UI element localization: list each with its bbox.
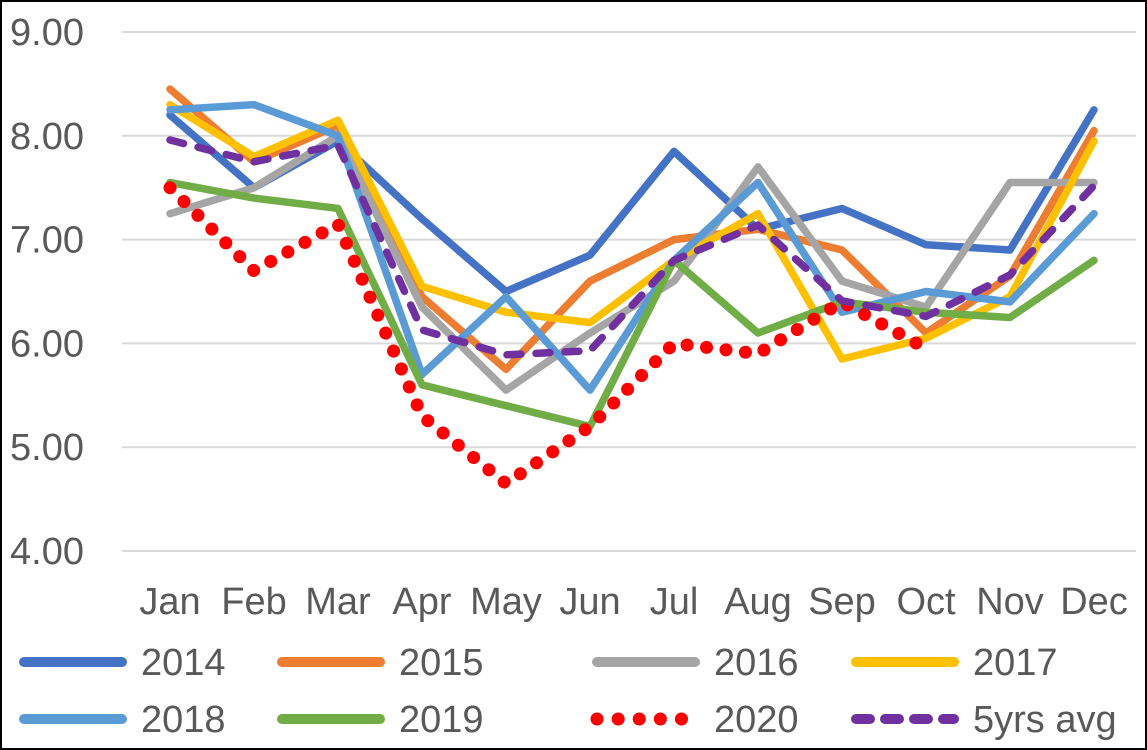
series-line-2018 — [166, 100, 1098, 394]
x-axis-label: Oct — [896, 581, 956, 623]
x-axis-label: Mar — [305, 581, 371, 623]
x-axis-label: Jan — [139, 581, 200, 623]
legend-label-2019: 2019 — [399, 699, 484, 741]
legend-label-2020: 2020 — [714, 699, 799, 741]
legend-label-2017: 2017 — [973, 642, 1058, 684]
x-axis-label: Aug — [724, 581, 792, 623]
y-axis-label: 5.00 — [10, 427, 84, 469]
y-axis-label: 9.00 — [10, 12, 84, 54]
series-line-2020 — [163, 181, 933, 491]
y-axis-label: 6.00 — [10, 323, 84, 365]
x-axis-label: Dec — [1060, 581, 1128, 623]
series-line-2017 — [166, 100, 1098, 363]
legend-label-2018: 2018 — [141, 699, 226, 741]
x-axis-label: Nov — [976, 581, 1044, 623]
y-axis-label: 4.00 — [10, 531, 84, 573]
x-axis-label: Jul — [650, 581, 699, 623]
x-axis-label: Sep — [808, 581, 876, 623]
legend-label-2014: 2014 — [141, 642, 226, 684]
legend-label-2016: 2016 — [714, 642, 799, 684]
y-axis-label: 7.00 — [10, 220, 84, 262]
x-axis-label: Apr — [392, 581, 451, 623]
series-line-5yrs-avg — [166, 136, 1098, 359]
legend-label-5yrs-avg: 5yrs avg — [973, 699, 1117, 741]
series-line-2019 — [166, 178, 1098, 431]
legend-label-2015: 2015 — [399, 642, 484, 684]
y-axis-label: 8.00 — [10, 116, 84, 158]
x-axis-label: Jun — [559, 581, 620, 623]
x-axis-label: May — [470, 581, 542, 623]
x-axis-label: Feb — [221, 581, 286, 623]
